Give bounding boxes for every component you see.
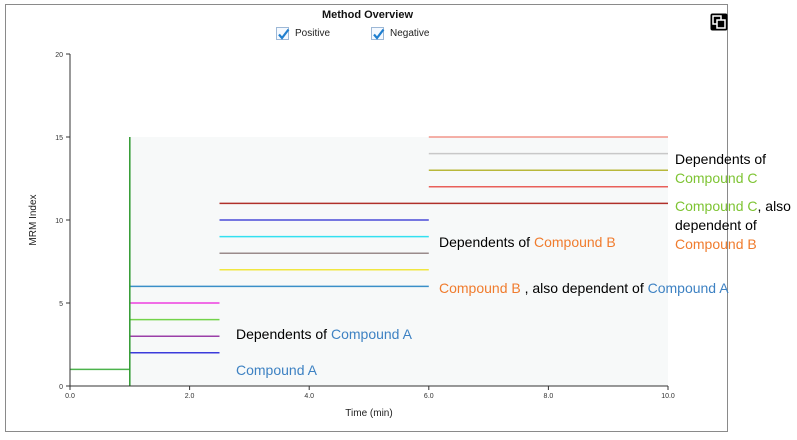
- checkbox-positive[interactable]: [276, 26, 290, 40]
- compound-a-label: Compound A: [647, 280, 729, 296]
- compound-c-label: Compound C: [675, 198, 758, 214]
- y-tick-label: 0: [59, 384, 63, 391]
- plot-shaded-region: [129, 137, 669, 386]
- dependents-of-text: Dependents of: [675, 151, 767, 167]
- chart-title: Method Overview: [321, 9, 414, 21]
- legend-positive[interactable]: Positive: [276, 25, 330, 41]
- compound-a-label: Compound A: [236, 362, 317, 378]
- x-tick-label: 8.0: [544, 393, 554, 400]
- also-text: , also: [757, 198, 791, 214]
- checkbox-negative[interactable]: [371, 26, 385, 40]
- dependent-of-text: dependent of: [675, 217, 757, 233]
- x-tick-label: 10.0: [661, 393, 675, 400]
- dependents-of-text: Dependents of: [236, 326, 331, 342]
- y-axis-label: MRM Index: [28, 194, 39, 245]
- annotation-dependents-b: Dependents of Compound B: [439, 233, 616, 252]
- also-dependent-text: , also dependent of: [520, 280, 648, 296]
- legend-positive-label: Positive: [295, 27, 331, 39]
- x-tick-label: 6.0: [424, 393, 434, 400]
- x-tick-label: 2.0: [185, 393, 195, 400]
- annotation-dependents-a: Dependents of Compound A: [236, 325, 412, 344]
- x-tick-label: 4.0: [304, 393, 314, 400]
- annotation-compound-c: Compound C, also dependent of Compound B: [675, 197, 791, 254]
- compound-a-label: Compound A: [330, 326, 412, 342]
- checkmark-icon: [278, 28, 290, 40]
- y-tick-label: 20: [55, 52, 63, 59]
- restore-window-icon[interactable]: [710, 13, 728, 31]
- x-axis-label: Time (min): [345, 408, 392, 419]
- y-tick-label: 10: [55, 218, 63, 225]
- compound-b-label: Compound B: [439, 280, 521, 296]
- compound-b-label: Compound B: [533, 234, 616, 250]
- dependents-of-text: Dependents of: [439, 234, 534, 250]
- checkmark-icon: [373, 28, 385, 40]
- compound-b-label: Compound B: [675, 236, 757, 252]
- annotation-compound-b: Compound B , also dependent of Compound …: [439, 279, 729, 298]
- y-tick-label: 5: [59, 301, 63, 308]
- annotation-compound-a: Compound A: [236, 361, 317, 380]
- compound-c-label: Compound C: [675, 170, 758, 186]
- y-tick-label: 15: [55, 135, 63, 142]
- annotation-dependents-c: Dependents of Compound C: [675, 150, 766, 188]
- legend-negative-label: Negative: [390, 27, 430, 39]
- legend-negative[interactable]: Negative: [371, 25, 429, 41]
- x-tick-label: 0.0: [65, 393, 75, 400]
